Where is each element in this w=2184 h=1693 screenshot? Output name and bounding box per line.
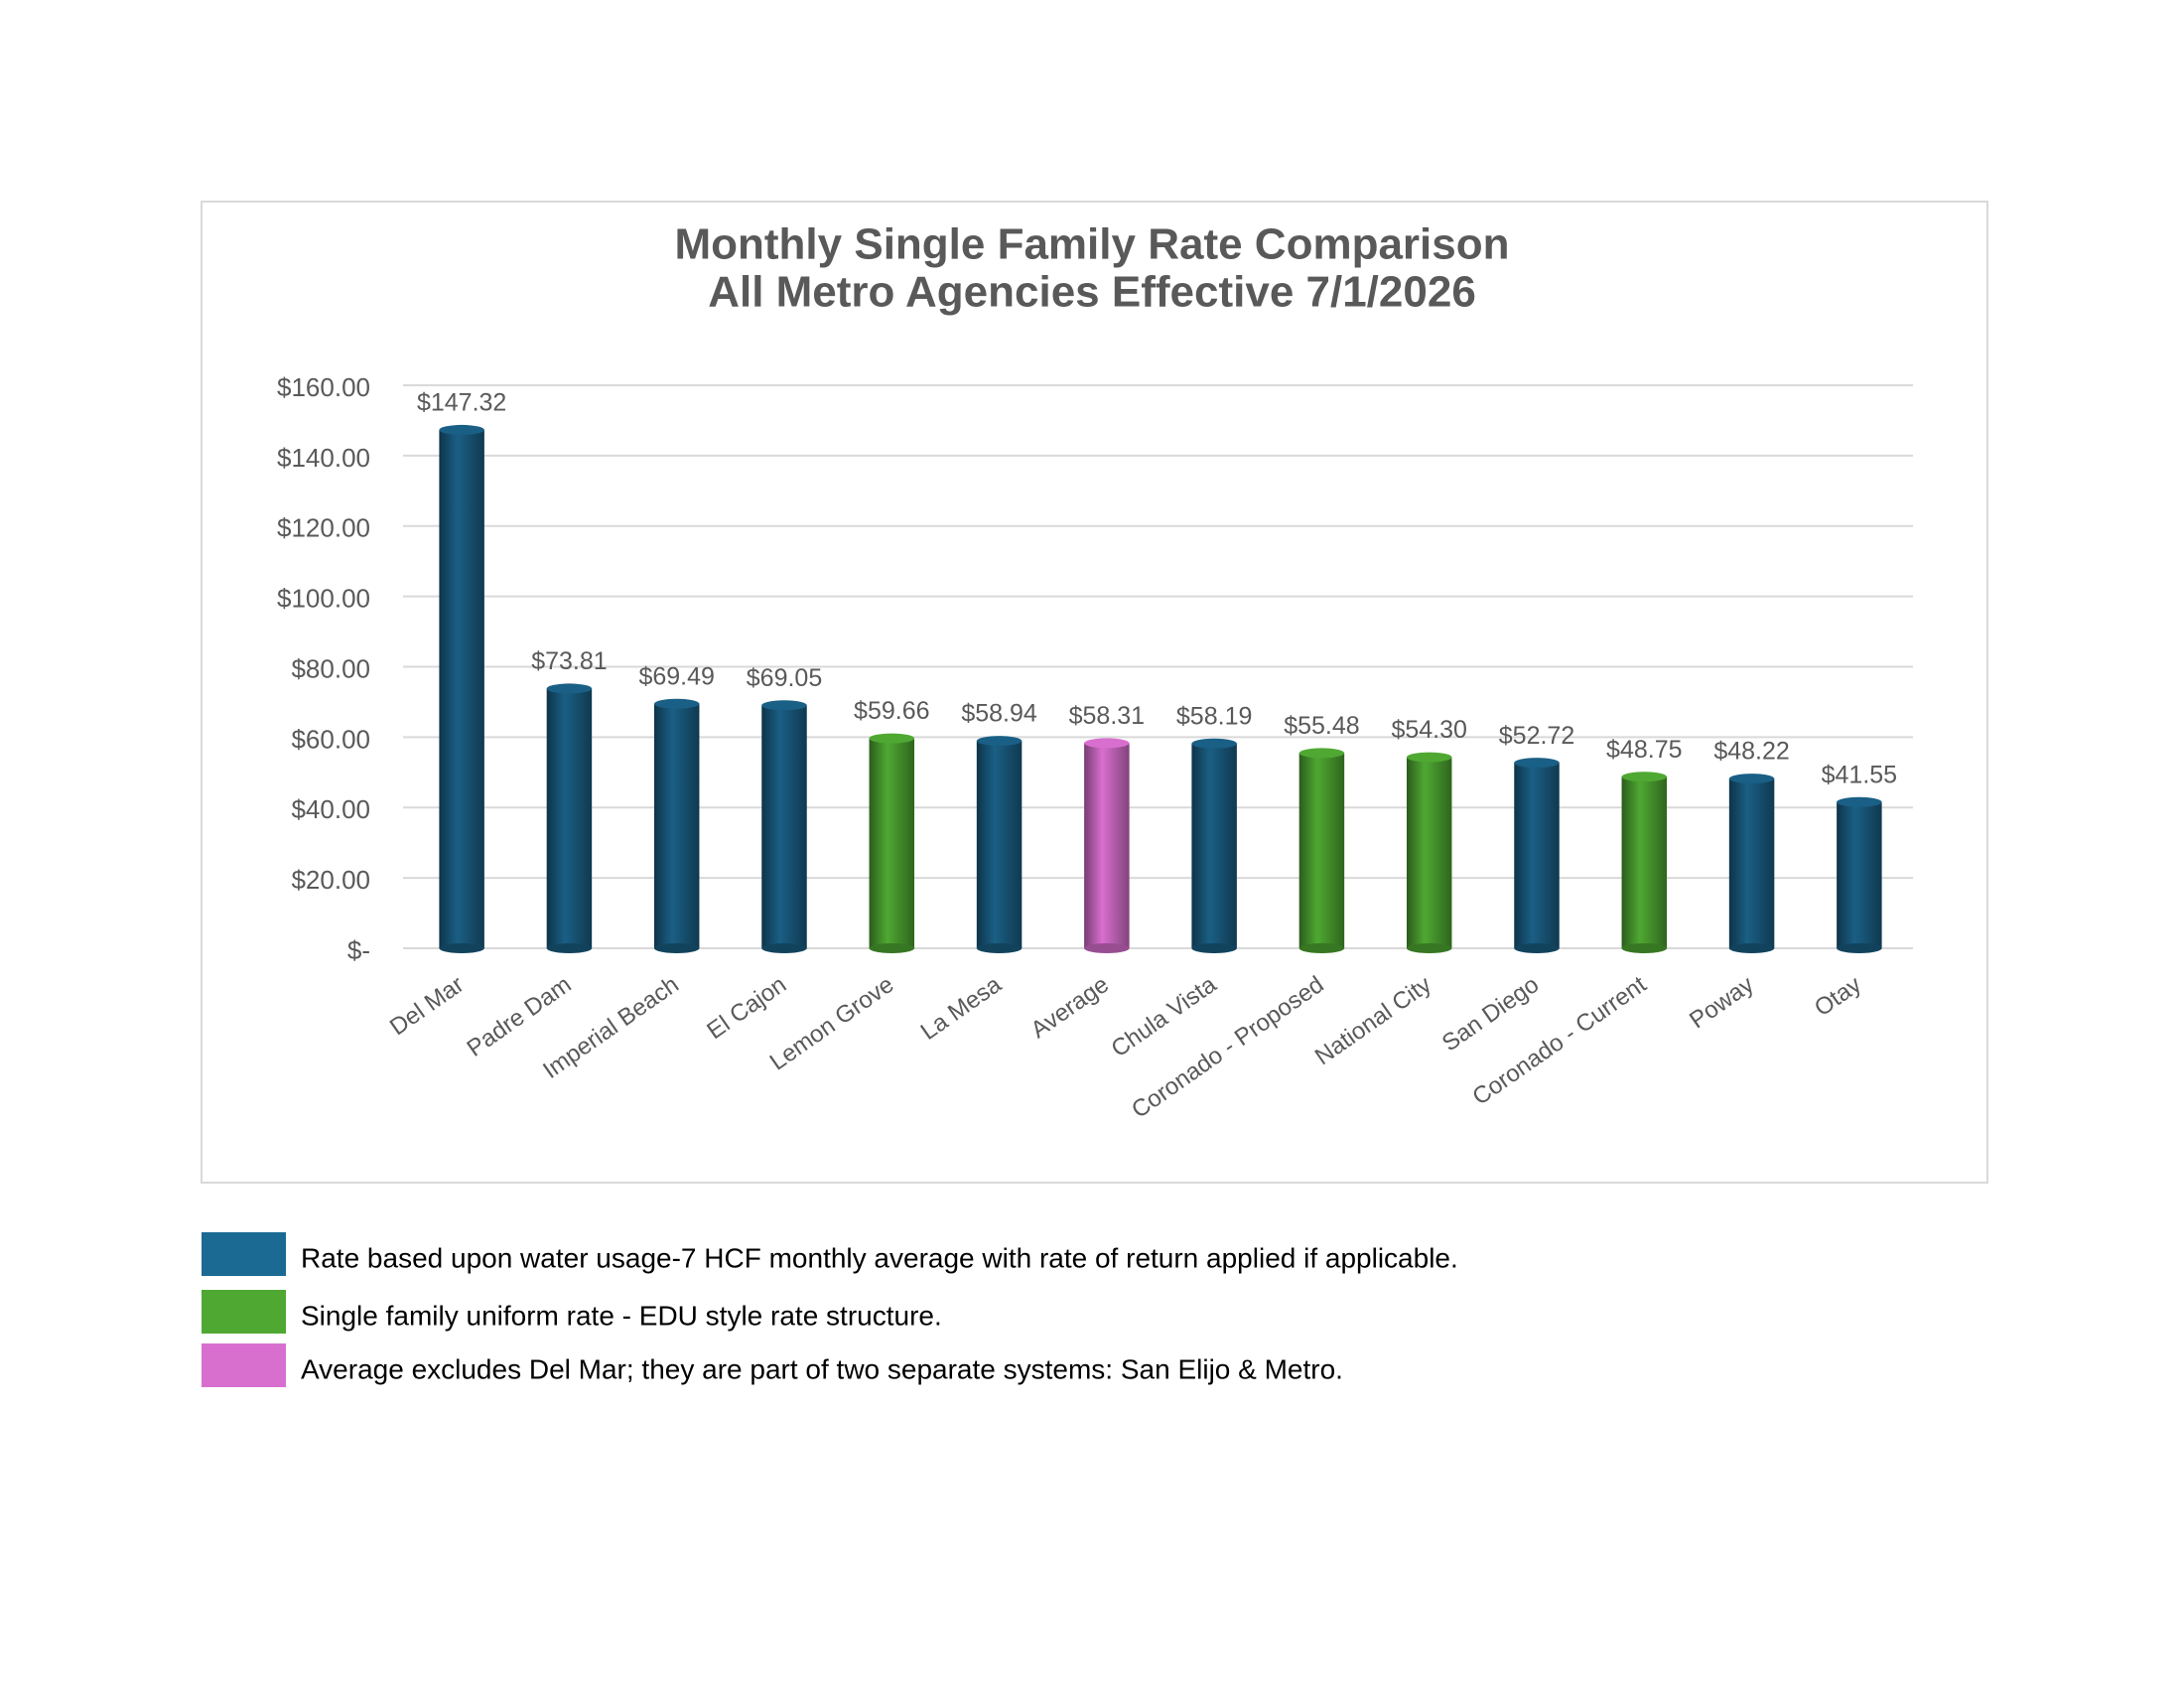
bar: [1191, 743, 1237, 948]
bar: [653, 703, 700, 948]
value-label: $55.48: [1284, 712, 1359, 740]
chart-title: All Metro Agencies Effective 7/1/2026: [708, 268, 1476, 317]
value-label: $52.72: [1499, 722, 1574, 750]
bar-cap: [1621, 772, 1668, 782]
legend-label: Rate based upon water usage-7 HCF monthl…: [301, 1242, 1458, 1273]
value-label: $147.32: [417, 389, 506, 417]
bar: [761, 705, 807, 948]
bar: [1084, 743, 1130, 948]
value-label: $69.05: [747, 664, 822, 692]
y-tick-label: $40.00: [291, 794, 370, 824]
bar-cap: [653, 698, 700, 709]
bar-cap: [1514, 758, 1560, 769]
legend-swatch: [202, 1343, 286, 1387]
bar-base: [546, 943, 593, 953]
bar-base: [1621, 943, 1668, 953]
value-label: $69.49: [638, 662, 714, 690]
y-tick-label: $140.00: [277, 443, 370, 473]
bar-base: [1298, 943, 1345, 953]
value-label: $48.22: [1713, 738, 1789, 766]
bar-cap: [869, 733, 915, 744]
bar-cap: [439, 424, 484, 435]
bar-base: [653, 943, 700, 953]
bar-base: [761, 943, 807, 953]
value-label: $41.55: [1822, 761, 1897, 788]
bar-cap: [1837, 796, 1882, 807]
bar: [439, 429, 484, 948]
bar: [1837, 801, 1882, 948]
chart-frame: [201, 201, 1988, 1184]
bar-base: [869, 943, 915, 953]
bar: [546, 688, 593, 948]
y-tick-label: $120.00: [277, 513, 370, 543]
bar-cap: [1191, 738, 1237, 749]
y-tick-label: $60.00: [291, 724, 370, 754]
y-tick-label: $100.00: [277, 584, 370, 614]
bar: [1298, 753, 1345, 948]
bar: [869, 738, 915, 948]
bar-base: [1728, 943, 1775, 953]
bar: [1406, 757, 1452, 948]
bar-base: [1514, 943, 1560, 953]
legend-label: Average excludes Del Mar; they are part …: [301, 1353, 1343, 1384]
bar-base: [1191, 943, 1237, 953]
y-tick-label: $80.00: [291, 653, 370, 683]
y-tick-label: $160.00: [277, 372, 370, 402]
bar-cap: [1406, 752, 1452, 763]
bar-base: [1406, 943, 1452, 953]
bar-cap: [1728, 774, 1775, 784]
bar: [1728, 778, 1775, 948]
bar-cap: [976, 736, 1023, 747]
legend-label: Single family uniform rate - EDU style r…: [301, 1300, 942, 1331]
y-tick-label: $-: [347, 935, 370, 965]
value-label: $58.31: [1069, 702, 1145, 730]
legend-swatch: [202, 1290, 286, 1334]
value-label: $73.81: [531, 647, 607, 675]
bar: [976, 741, 1023, 948]
bar-base: [1084, 943, 1130, 953]
value-label: $48.75: [1606, 736, 1682, 764]
bar-base: [439, 943, 484, 953]
bar-base: [976, 943, 1023, 953]
value-label: $59.66: [854, 697, 929, 725]
value-label: $54.30: [1391, 716, 1466, 744]
bar-cap: [546, 683, 593, 694]
chart-title: Monthly Single Family Rate Comparison: [674, 220, 1509, 269]
bar-cap: [1084, 738, 1130, 749]
bar: [1514, 763, 1560, 948]
bar: [1621, 776, 1668, 948]
value-label: $58.19: [1176, 702, 1252, 730]
bar-cap: [1298, 748, 1345, 759]
bar-cap: [761, 700, 807, 711]
y-tick-label: $20.00: [291, 865, 370, 895]
value-label: $58.94: [961, 700, 1037, 728]
legend-swatch: [202, 1232, 286, 1276]
bar-base: [1837, 943, 1882, 953]
